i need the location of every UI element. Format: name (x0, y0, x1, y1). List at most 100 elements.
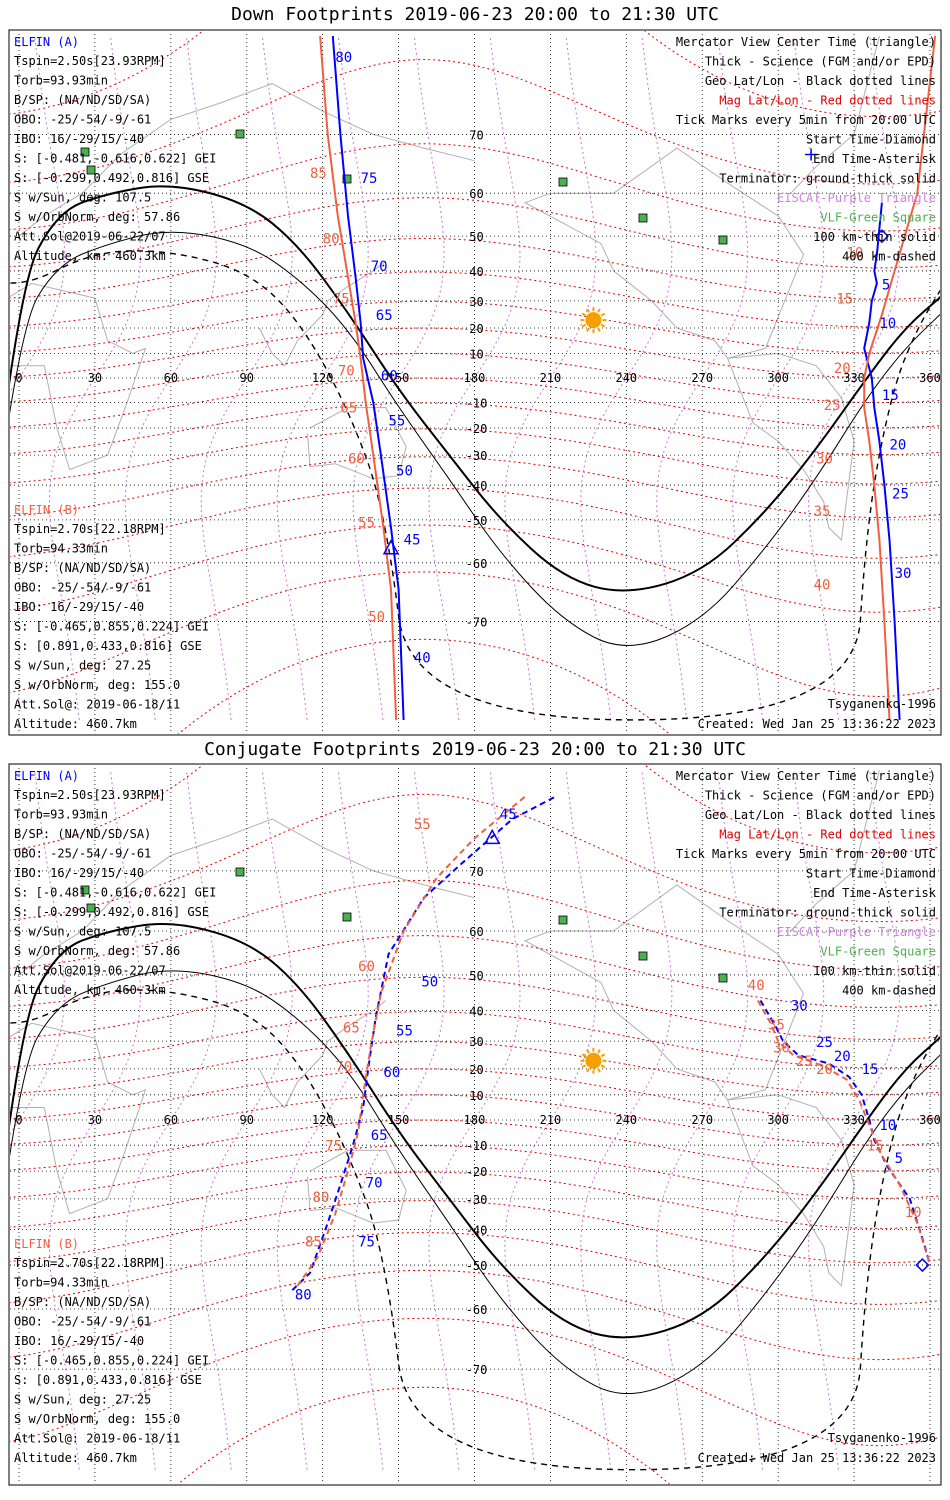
elfin-a-name: ELFIN (A) (14, 35, 79, 49)
mag-lon-line (656, 36, 749, 720)
elfin-a-info-line: OBO: -25/-54/-9/-61 (14, 113, 151, 127)
vlf-site-square (638, 213, 648, 223)
elfin-b-info-line: IBO: 16/-29/15/-40 (14, 600, 144, 614)
vlf-site-square (558, 177, 568, 187)
track-tick-label: 15 (882, 388, 899, 404)
coastline (18, 83, 475, 237)
y-tick-label: -70 (466, 616, 488, 630)
x-tick-label: 0 (15, 371, 22, 385)
panel-title-conjugate: Conjugate Footprints 2019-06-23 20:00 to… (204, 739, 746, 760)
mag-lat-line (10, 143, 940, 232)
mag-lon-line (276, 36, 369, 720)
mag-lon-line (504, 36, 597, 720)
view-center-triangle (382, 539, 400, 555)
elfin-a-info-line: S: [-0.299,0.492,0.816] GSE (14, 171, 209, 185)
elfin-b-info-line: S w/OrbNorm, deg: 155.0 (14, 678, 180, 692)
legend-line: VLF-Green Square (820, 211, 936, 225)
track-tick-label: 20 (890, 437, 907, 453)
text-overlay: ELFIN (A) Tspin=2.50s[23.93RPM] Torb=93.93… (14, 35, 937, 731)
elfin-a-info-line: S: [-0.481,-0.616,0.622] GEI (14, 152, 216, 166)
vlf-site-square (86, 165, 96, 175)
legend-line: Mercator View Center Time (triangle) (676, 35, 936, 49)
sun-ray (586, 308, 590, 313)
track-tick-label: 50 (368, 610, 385, 626)
legend-line: End Time-Asterisk (813, 152, 937, 166)
y-tick-label: -60 (466, 557, 488, 571)
mag-lon-line (48, 36, 141, 720)
sun-icon (585, 312, 602, 329)
elfin-b-info-line: Tspin=2.70s[22.18RPM] (14, 522, 166, 536)
track-tick-label: 35 (814, 504, 831, 520)
mag-lon-line (428, 36, 521, 720)
y-tick-label: -50 (466, 514, 488, 528)
model-label: Tsyganenko-1996 (828, 697, 936, 711)
elfin-a-info-line: IBO: 16/-29/15/-40 (14, 132, 144, 146)
panel-title-down: Down Footprints 2019-06-23 20:00 to 21:3… (231, 4, 719, 25)
mag-lat-line (10, 428, 940, 485)
x-tick-label: 180 (464, 371, 486, 385)
legend-line: Mag Lat/Lon - Red dotted lines (719, 94, 936, 108)
elfin-b-info-line: Torb=94.33min (14, 542, 108, 556)
y-tick-label: -20 (466, 422, 488, 436)
legend-line: 400 km-dashed (842, 250, 936, 264)
y-tick-label: 20 (469, 322, 483, 336)
terminator-100km (10, 231, 940, 646)
legend-line: Start Time-Diamond (806, 133, 936, 147)
mag-lat-line (10, 352, 940, 404)
terminator-ground (10, 185, 940, 592)
track-tick-label: 5 (882, 277, 890, 293)
track-tick-label: 20 (834, 361, 851, 377)
sun-ray (581, 312, 587, 317)
panel-frame-down (8, 29, 942, 736)
sun-ray (597, 327, 601, 332)
elfin-b-info-line: B/SP: (NA/ND/SD/SA) (14, 561, 151, 575)
elfin-b-info-line: S: [-0.465,0.855,0.224] GEI (14, 620, 209, 634)
x-tick-label: 210 (540, 371, 562, 385)
sun-ray (600, 323, 606, 328)
track-tick-label: 75 (333, 292, 350, 308)
map-layers: 0 30 60 90 120 150 180 210 240 270 300 330 360 -70 -60… (10, 31, 941, 734)
track-tick-label: 60 (381, 368, 398, 384)
track-tick-label: 80 (323, 232, 340, 248)
legend-line: Geo Lat/Lon - Black dotted lines (705, 74, 936, 88)
vlf-site-square (80, 147, 90, 157)
coastline (307, 407, 407, 480)
y-tick-label: -10 (466, 397, 488, 411)
x-tick-label: 300 (767, 371, 789, 385)
track-tick-label: 40 (814, 577, 831, 593)
mag-lon-line (352, 36, 445, 720)
coastline (523, 147, 805, 359)
mag-lat-line (10, 58, 940, 185)
coastline (790, 35, 880, 194)
mag-lat-line (10, 327, 940, 379)
vlf-site-square (235, 129, 245, 139)
mag-lon-line (124, 36, 217, 720)
elfin-a-info-line: S w/OrbNorm, deg: 57.86 (14, 210, 180, 224)
track-elfin-b (863, 35, 937, 720)
y-tick-label: -30 (466, 449, 488, 463)
track-tick-label: 65 (340, 401, 357, 417)
legend-line: Tick Marks every 5min from 20:00 UTC (676, 113, 936, 127)
track-tick-label: 80 (335, 50, 352, 66)
mag-lat-line (10, 402, 940, 456)
legend-line: Thick - Science (FGM and/or EPD) (705, 55, 936, 69)
track-tick-label: 10 (879, 316, 896, 332)
elfin-b-info-line: OBO: -25/-54/-9/-61 (14, 581, 151, 595)
elfin-b-info-line: Att.Sol@: 2019-06-18/11 (14, 698, 180, 712)
legend-line: Terminator: ground-thick solid (719, 172, 936, 186)
track-tick-label: 25 (892, 486, 909, 502)
elfin-a-info-line: Tspin=2.50s[23.93RPM] (14, 54, 166, 68)
mag-lat-line (10, 456, 940, 519)
x-tick-label: 90 (240, 371, 254, 385)
y-tick-label: 70 (469, 128, 483, 142)
mag-lon-line (808, 36, 901, 720)
x-tick-label: 360 (919, 371, 941, 385)
elfin-a-info-line: S w/Sun, deg: 107.5 (14, 191, 151, 205)
sun-ray (600, 312, 606, 317)
mag-lat-line (10, 237, 940, 300)
track-tick-label: 70 (338, 364, 355, 380)
elfin-b-info-line: S w/Sun, deg: 27.25 (14, 659, 151, 673)
mag-lat-line (10, 197, 940, 269)
y-tick-label: -40 (466, 479, 488, 493)
